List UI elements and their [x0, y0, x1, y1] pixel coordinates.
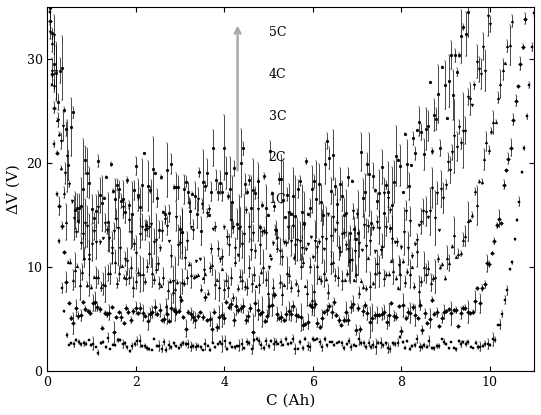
Text: 5C: 5C: [268, 27, 286, 39]
Text: 3C: 3C: [268, 110, 286, 122]
Text: 4C: 4C: [268, 68, 286, 81]
Text: 2C: 2C: [268, 151, 286, 164]
X-axis label: C (Ah): C (Ah): [266, 394, 315, 408]
Y-axis label: ΔV (V): ΔV (V): [7, 164, 21, 214]
Text: 1C: 1C: [268, 193, 286, 206]
